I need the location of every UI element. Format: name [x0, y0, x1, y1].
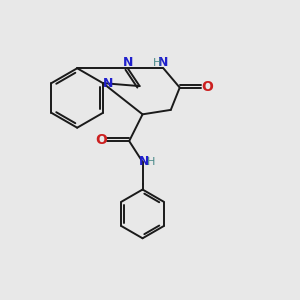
Text: N: N	[158, 56, 169, 69]
Text: H: H	[147, 157, 156, 167]
Text: N: N	[123, 56, 134, 69]
Text: O: O	[201, 80, 213, 94]
Text: H: H	[153, 58, 161, 68]
Text: N: N	[103, 77, 113, 90]
Text: O: O	[95, 133, 107, 147]
Text: N: N	[139, 155, 149, 168]
